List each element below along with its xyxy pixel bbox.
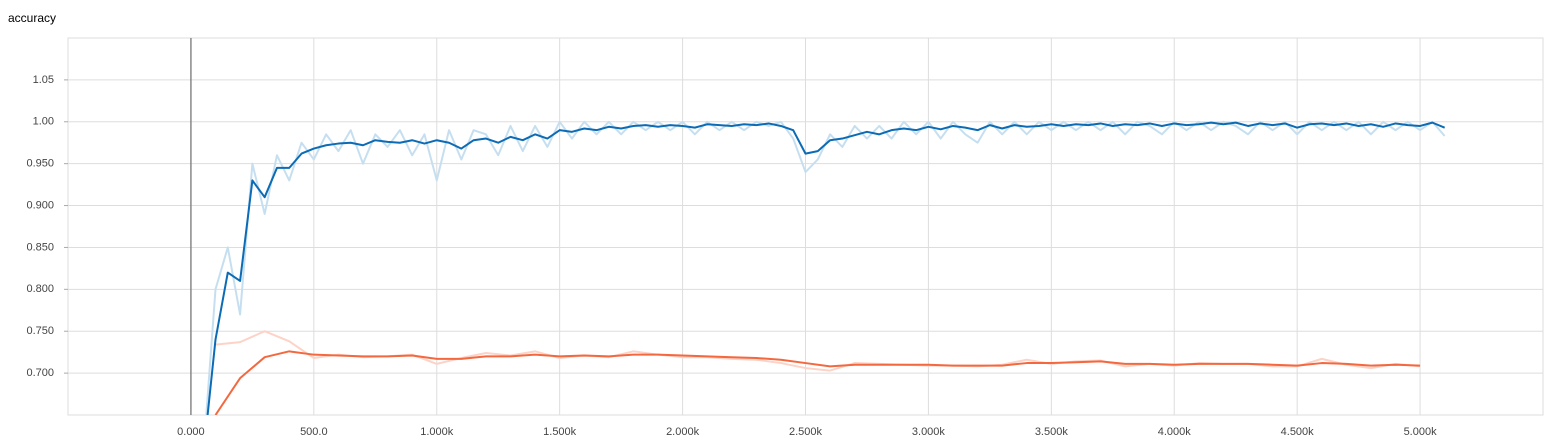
y-tick-label: 1.00 — [33, 116, 54, 128]
chart-title: accuracy — [8, 11, 56, 25]
series-line — [205, 120, 1446, 415]
x-tick-label: 4.500k — [1281, 426, 1315, 438]
y-tick-label: 0.750 — [26, 325, 54, 337]
plot-area — [205, 120, 1446, 415]
x-tick-label: 3.500k — [1035, 426, 1069, 438]
series-line — [206, 121, 1446, 415]
x-tick-label: 4.000k — [1158, 426, 1192, 438]
y-tick-label: 0.900 — [26, 199, 54, 211]
x-tick-label: 2.000k — [666, 426, 700, 438]
y-tick-label: 0.850 — [26, 241, 54, 253]
y-tick-label: 1.05 — [33, 74, 54, 86]
x-tick-label: 2.500k — [789, 426, 823, 438]
x-tick-label: 1.000k — [420, 426, 454, 438]
series-line — [214, 350, 1421, 415]
y-tick-label: 0.700 — [26, 367, 54, 379]
y-tick-label: 0.950 — [26, 158, 54, 170]
x-tick-label: 5.000k — [1404, 426, 1438, 438]
x-tick-label: 3.000k — [912, 426, 946, 438]
x-tick-label: 1.500k — [543, 426, 577, 438]
x-tick-label: 500.0 — [300, 426, 328, 438]
y-tick-label: 0.800 — [26, 283, 54, 295]
x-tick-label: 0.000 — [177, 426, 205, 438]
